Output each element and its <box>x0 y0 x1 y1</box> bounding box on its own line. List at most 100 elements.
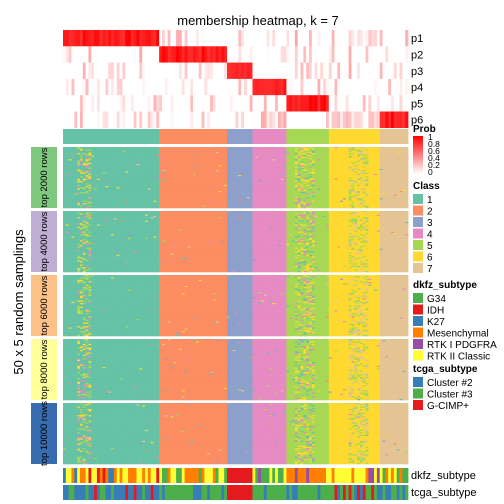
prob-cell <box>298 112 301 129</box>
prob-cell <box>301 46 304 63</box>
prob-cell <box>190 46 193 63</box>
prob-cell <box>125 95 128 112</box>
prob-cell <box>153 95 156 112</box>
prob-cell <box>233 30 236 47</box>
prob-cell <box>120 79 123 96</box>
prob-cell <box>252 63 255 80</box>
class-bar-cell <box>77 129 80 144</box>
prob-cell <box>295 112 298 129</box>
prob-cell <box>202 30 205 47</box>
prob-cell <box>391 30 394 47</box>
prob-cell <box>326 112 329 129</box>
prob-cell <box>182 112 185 129</box>
prob-cell <box>210 46 213 63</box>
prob-cell <box>405 63 408 80</box>
prob-cell <box>139 46 142 63</box>
prob-cell <box>354 112 357 129</box>
prob-cell <box>105 30 108 47</box>
class-bar-cell <box>142 129 145 144</box>
prob-cell <box>255 112 258 129</box>
prob-cell <box>334 112 337 129</box>
class-bar-cell <box>349 129 352 144</box>
prob-cell <box>374 46 377 63</box>
prob-cell <box>363 95 366 112</box>
prob-cell <box>371 30 374 47</box>
prob-cell <box>309 79 312 96</box>
prob-cell <box>173 63 176 80</box>
prob-cell <box>71 112 74 129</box>
prob-cell <box>301 30 304 47</box>
prob-cell <box>207 46 210 63</box>
prob-cell <box>315 63 318 80</box>
prob-cell <box>74 112 77 129</box>
prob-cell <box>202 79 205 96</box>
prob-cell <box>244 95 247 112</box>
prob-cell <box>380 46 383 63</box>
prob-cell <box>131 46 134 63</box>
prob-cell <box>357 79 360 96</box>
prob-cell <box>185 63 188 80</box>
prob-cell <box>329 95 332 112</box>
prob-cell <box>366 112 369 129</box>
prob-cell <box>210 30 213 47</box>
prob-cell <box>289 63 292 80</box>
prob-cell <box>114 46 117 63</box>
prob-cell <box>227 79 230 96</box>
prob-cell <box>170 79 173 96</box>
prob-cell <box>244 79 247 96</box>
prob-cell <box>346 79 349 96</box>
prob-cell <box>230 63 233 80</box>
prob-cell <box>159 46 162 63</box>
prob-cell <box>309 30 312 47</box>
class-bar-cell <box>236 129 239 144</box>
prob-cell <box>371 95 374 112</box>
prob-cell <box>86 30 89 47</box>
prob-cell <box>286 112 289 129</box>
prob-cell <box>298 95 301 112</box>
prob-cell <box>125 30 128 47</box>
prob-cell <box>142 63 145 80</box>
class-bar-cell <box>391 129 394 144</box>
prob-cell <box>103 46 106 63</box>
prob-cell <box>354 95 357 112</box>
prob-cell <box>343 46 346 63</box>
prob-cell <box>210 79 213 96</box>
prob-cell <box>357 46 360 63</box>
prob-cell <box>346 63 349 80</box>
prob-cell <box>303 112 306 129</box>
prob-cell <box>250 79 253 96</box>
prob-cell <box>145 95 148 112</box>
prob-cell <box>340 46 343 63</box>
prob-cell <box>332 30 335 47</box>
prob-cell <box>182 46 185 63</box>
class-bar-cell <box>394 129 397 144</box>
prob-cell <box>122 46 125 63</box>
prob-cell <box>244 112 247 129</box>
prob-cell <box>284 95 287 112</box>
prob-cell <box>377 46 380 63</box>
prob-cell <box>238 46 241 63</box>
prob-cell <box>292 95 295 112</box>
prob-cell <box>329 79 332 96</box>
class-bar-cell <box>210 129 213 144</box>
class-bar-cell <box>233 129 236 144</box>
prob-cell <box>238 63 241 80</box>
prob-cell <box>182 95 185 112</box>
prob-cell <box>318 112 321 129</box>
prob-cell <box>233 63 236 80</box>
prob-cell <box>236 30 239 47</box>
prob-cell <box>103 95 106 112</box>
class-bar-cell <box>199 129 202 144</box>
prob-cell <box>131 30 134 47</box>
prob-cell <box>159 63 162 80</box>
prob-cell <box>94 46 97 63</box>
prob-cell <box>351 63 354 80</box>
prob-cell <box>63 63 66 80</box>
prob-cell <box>219 46 222 63</box>
prob-cell <box>252 95 255 112</box>
prob-cell <box>388 112 391 129</box>
prob-cell <box>185 112 188 129</box>
prob-cell <box>323 46 326 63</box>
class-bar-cell <box>91 129 94 144</box>
class-bar-cell <box>368 129 371 144</box>
